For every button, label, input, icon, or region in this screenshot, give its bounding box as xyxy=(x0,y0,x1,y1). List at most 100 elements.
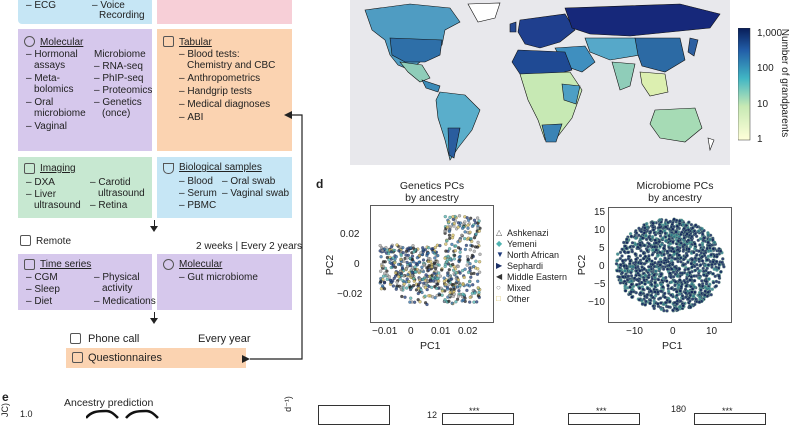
phone-call-label: Phone call xyxy=(88,333,140,345)
microbiome-point xyxy=(641,287,645,292)
genetics-point xyxy=(385,277,389,282)
genetics-point xyxy=(457,289,461,293)
microbiome-point xyxy=(664,275,668,280)
genetics-point xyxy=(478,252,482,256)
genetics-point xyxy=(470,244,474,248)
microbiome-point xyxy=(711,280,716,285)
microbiome-point xyxy=(706,240,710,245)
genetics-point xyxy=(447,247,452,251)
microbiome-point xyxy=(701,269,706,274)
microbiome-point xyxy=(650,259,654,263)
microbiome-point xyxy=(698,263,703,267)
microbiome-point xyxy=(677,267,682,271)
genetics-point xyxy=(474,259,478,263)
microbiome-point xyxy=(683,291,688,295)
microbiome-point xyxy=(665,279,669,283)
ts-item: activity xyxy=(102,283,133,294)
genetics-point xyxy=(419,251,423,255)
genetics-point xyxy=(465,288,469,293)
microbiome-point xyxy=(645,259,649,263)
greenland xyxy=(467,2,501,23)
top-right-box xyxy=(157,0,292,24)
genetics-point xyxy=(394,271,398,275)
microbiome-point xyxy=(673,272,678,277)
genetics-point xyxy=(470,224,475,228)
monitor-icon xyxy=(24,163,35,174)
microbiome-point xyxy=(662,252,666,257)
microbiome-point xyxy=(705,246,709,251)
microbiome-point xyxy=(661,246,666,251)
genetics-point xyxy=(454,271,458,275)
genetics-point xyxy=(418,276,422,281)
china xyxy=(634,37,686,73)
microbiome-point xyxy=(706,263,711,267)
microbiome-point xyxy=(659,242,664,247)
top-mid-box: – Voice Recording xyxy=(88,0,152,24)
microbiome-point xyxy=(677,253,681,257)
bottom-ylabel-fragment-2: d⁻¹) xyxy=(282,396,293,412)
genetics-point xyxy=(426,259,431,264)
microbiome-point xyxy=(629,279,634,283)
bio-samples-title: Biological samples xyxy=(179,162,262,173)
bottom-ytick-right: 12 xyxy=(427,410,438,420)
genetics-point xyxy=(416,283,421,287)
microbiome-point xyxy=(614,262,619,266)
microbiome-point xyxy=(704,274,709,278)
genetics-point xyxy=(435,276,439,281)
usa xyxy=(389,37,443,63)
microbiome-point xyxy=(629,282,634,287)
microbiome-point xyxy=(715,255,719,259)
genetics-point xyxy=(433,266,438,271)
genetics-point xyxy=(458,271,462,275)
genetics-ytick: −0.02 xyxy=(337,289,363,300)
mol-item: – Oral xyxy=(26,97,54,108)
genetics-xlabel: PC1 xyxy=(420,340,441,352)
genetics-point xyxy=(443,264,447,269)
panel-label-d: d xyxy=(316,177,324,191)
microbiome-point xyxy=(670,267,674,271)
genetics-point xyxy=(477,270,482,274)
mol-item: assays xyxy=(34,60,66,71)
microbiome-point xyxy=(663,239,668,243)
microbiome-point xyxy=(654,269,658,274)
microbiome-point xyxy=(692,274,696,278)
microbiome-point xyxy=(705,258,709,262)
microbiome-point xyxy=(708,282,712,287)
microbiome-point xyxy=(669,293,673,297)
microbiome-point xyxy=(695,252,699,257)
genetics-point xyxy=(383,260,387,264)
microbiome-point xyxy=(641,251,646,256)
bottom-ylabel-fragment: JC) xyxy=(0,403,10,417)
mol2-item: – Gut microbiome xyxy=(179,272,258,283)
voice-item: – Voice xyxy=(92,0,125,11)
connector-arrow xyxy=(242,111,303,363)
genetics-point xyxy=(397,275,401,279)
genetics-point xyxy=(461,298,466,302)
genetics-point xyxy=(393,261,397,265)
significance-stars: *** xyxy=(469,406,480,416)
genetics-point xyxy=(436,279,441,283)
microbiome-point xyxy=(690,257,695,262)
microbiome-point xyxy=(697,300,702,304)
microbiome-point xyxy=(658,301,663,305)
microbiome-point xyxy=(658,263,662,267)
phone-call-frequency: Every year xyxy=(198,333,251,345)
genetics-point xyxy=(379,255,383,259)
microbiome-point xyxy=(663,291,667,296)
genetics-point xyxy=(450,242,454,247)
mol-item: – Genetics xyxy=(94,97,142,108)
genetics-point xyxy=(452,253,457,258)
genetics-point xyxy=(389,250,393,254)
genetics-point xyxy=(466,218,471,222)
genetics-point xyxy=(458,258,462,262)
microbiome-point xyxy=(657,267,661,271)
bottom-box-1 xyxy=(318,405,390,425)
microbiome-point xyxy=(693,302,697,307)
bottom-ytick: 1.0 xyxy=(20,409,33,419)
microbiome-point xyxy=(623,289,628,293)
microbiome-xtick: −10 xyxy=(626,326,643,337)
genetics-point xyxy=(456,225,460,229)
microbiome-point xyxy=(648,229,653,234)
remote-label: Remote xyxy=(36,236,72,247)
microbiome-title-2: by ancestry xyxy=(648,192,702,204)
